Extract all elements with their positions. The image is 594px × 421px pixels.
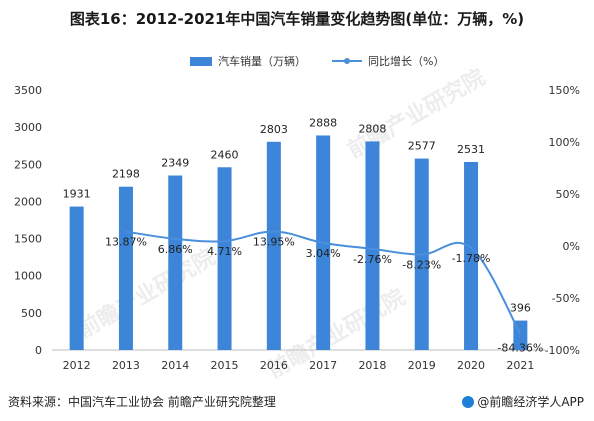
growth-line (125, 230, 522, 335)
right-axis-tick-label: -50% (552, 292, 580, 305)
legend-line-marker (344, 58, 350, 64)
x-axis-tick-label: 2021 (506, 359, 534, 372)
right-axis-tick-label: 100% (549, 136, 580, 149)
x-axis-tick-label: 2015 (211, 359, 239, 372)
bar-2016 (266, 141, 281, 350)
x-axis-tick-label: 2014 (161, 359, 189, 372)
x-axis-tick-label: 2020 (457, 359, 485, 372)
left-axis-tick-label: 0 (35, 344, 42, 357)
bar-2020 (464, 161, 479, 350)
bar-value-label: 2803 (260, 123, 288, 136)
growth-value-label: -2.76% (353, 253, 392, 266)
right-axis-tick-label: 50% (556, 188, 580, 201)
growth-value-label: 4.71% (207, 245, 242, 258)
bar-value-label: 2808 (358, 122, 386, 135)
right-axis-tick-label: -100% (545, 344, 580, 357)
right-axis-tick-label: 150% (549, 84, 580, 97)
x-axis-tick-label: 2013 (112, 359, 140, 372)
brand-text: @前瞻经济学人APP (477, 395, 584, 409)
x-axis-tick-label: 2012 (63, 359, 91, 372)
bar-2018 (365, 141, 380, 350)
right-axis-tick-label: 0% (563, 240, 580, 253)
bar-value-label: 2888 (309, 116, 337, 129)
x-axis-tick-label: 2019 (408, 359, 436, 372)
left-axis-tick-label: 3500 (14, 84, 42, 97)
bar-value-label: 2460 (211, 148, 239, 161)
x-axis-tick-label: 2017 (309, 359, 337, 372)
bar-value-label: 2198 (112, 168, 140, 181)
left-axis-tick-label: 1500 (14, 233, 42, 246)
bar-value-label: 2349 (161, 157, 189, 170)
bar-2012 (69, 206, 84, 350)
watermark-text: 前瞻产业研究院 (73, 244, 219, 344)
growth-value-label: -84.36% (497, 342, 543, 355)
growth-value-label: -8.23% (402, 259, 441, 272)
growth-value-label: 6.86% (158, 243, 193, 256)
left-axis-tick-label: 2500 (14, 158, 42, 171)
x-axis-tick-label: 2016 (260, 359, 288, 372)
bar-value-label: 2531 (457, 143, 485, 156)
left-axis-tick-label: 3000 (14, 121, 42, 134)
growth-value-label: -1.78% (452, 252, 491, 265)
chart-title: 图表16：2012-2021年中国汽车销量变化趋势图(单位：万辆，%) (69, 10, 525, 28)
bar-2014 (168, 175, 183, 350)
bar-value-label: 396 (510, 302, 531, 315)
growth-value-label: 13.87% (105, 236, 147, 249)
growth-value-label: 3.04% (306, 247, 341, 260)
x-axis-tick-label: 2018 (358, 359, 386, 372)
source-note: 资料来源：中国汽车工业协会 前瞻产业研究院整理 (8, 395, 276, 409)
brand-note: @前瞻经济学人APP (462, 393, 584, 410)
left-axis-tick-label: 2000 (14, 195, 42, 208)
legend-bar-swatch (190, 57, 212, 66)
growth-value-label: 13.95% (253, 235, 295, 248)
bar-value-label: 2577 (408, 140, 436, 153)
bar-2013 (118, 186, 133, 350)
left-axis-tick-label: 1000 (14, 270, 42, 283)
brand-logo-icon (462, 396, 475, 408)
legend-line-label: 同比增长（%） (368, 54, 444, 68)
legend-bar-label: 汽车销量（万辆） (218, 54, 306, 68)
left-axis-tick-label: 500 (21, 307, 42, 320)
bar-value-label: 1931 (63, 188, 91, 201)
bar-2015 (217, 167, 232, 350)
